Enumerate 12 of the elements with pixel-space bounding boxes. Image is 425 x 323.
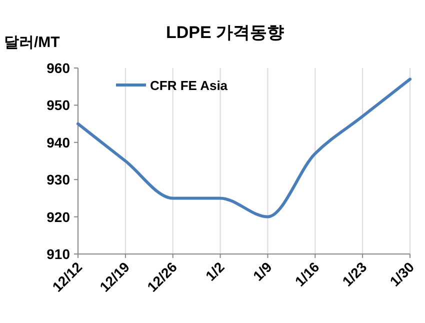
y-tick-label: 920: [46, 208, 70, 225]
y-tick-label: 950: [46, 97, 70, 114]
y-tick-label: 930: [46, 172, 70, 188]
chart-title: LDPE 가격동향: [166, 23, 284, 42]
y-axis-title: 달러/MT: [4, 34, 60, 51]
y-tick-label: 960: [46, 60, 70, 76]
line-series: [76, 78, 412, 218]
x-tick-label: 1/2: [202, 258, 228, 284]
y-tick-label: 910: [46, 246, 70, 262]
x-tick-label: 1/9: [250, 258, 275, 284]
legend-label: CFR FE Asia: [150, 78, 228, 93]
y-tick-label: 940: [46, 134, 70, 150]
